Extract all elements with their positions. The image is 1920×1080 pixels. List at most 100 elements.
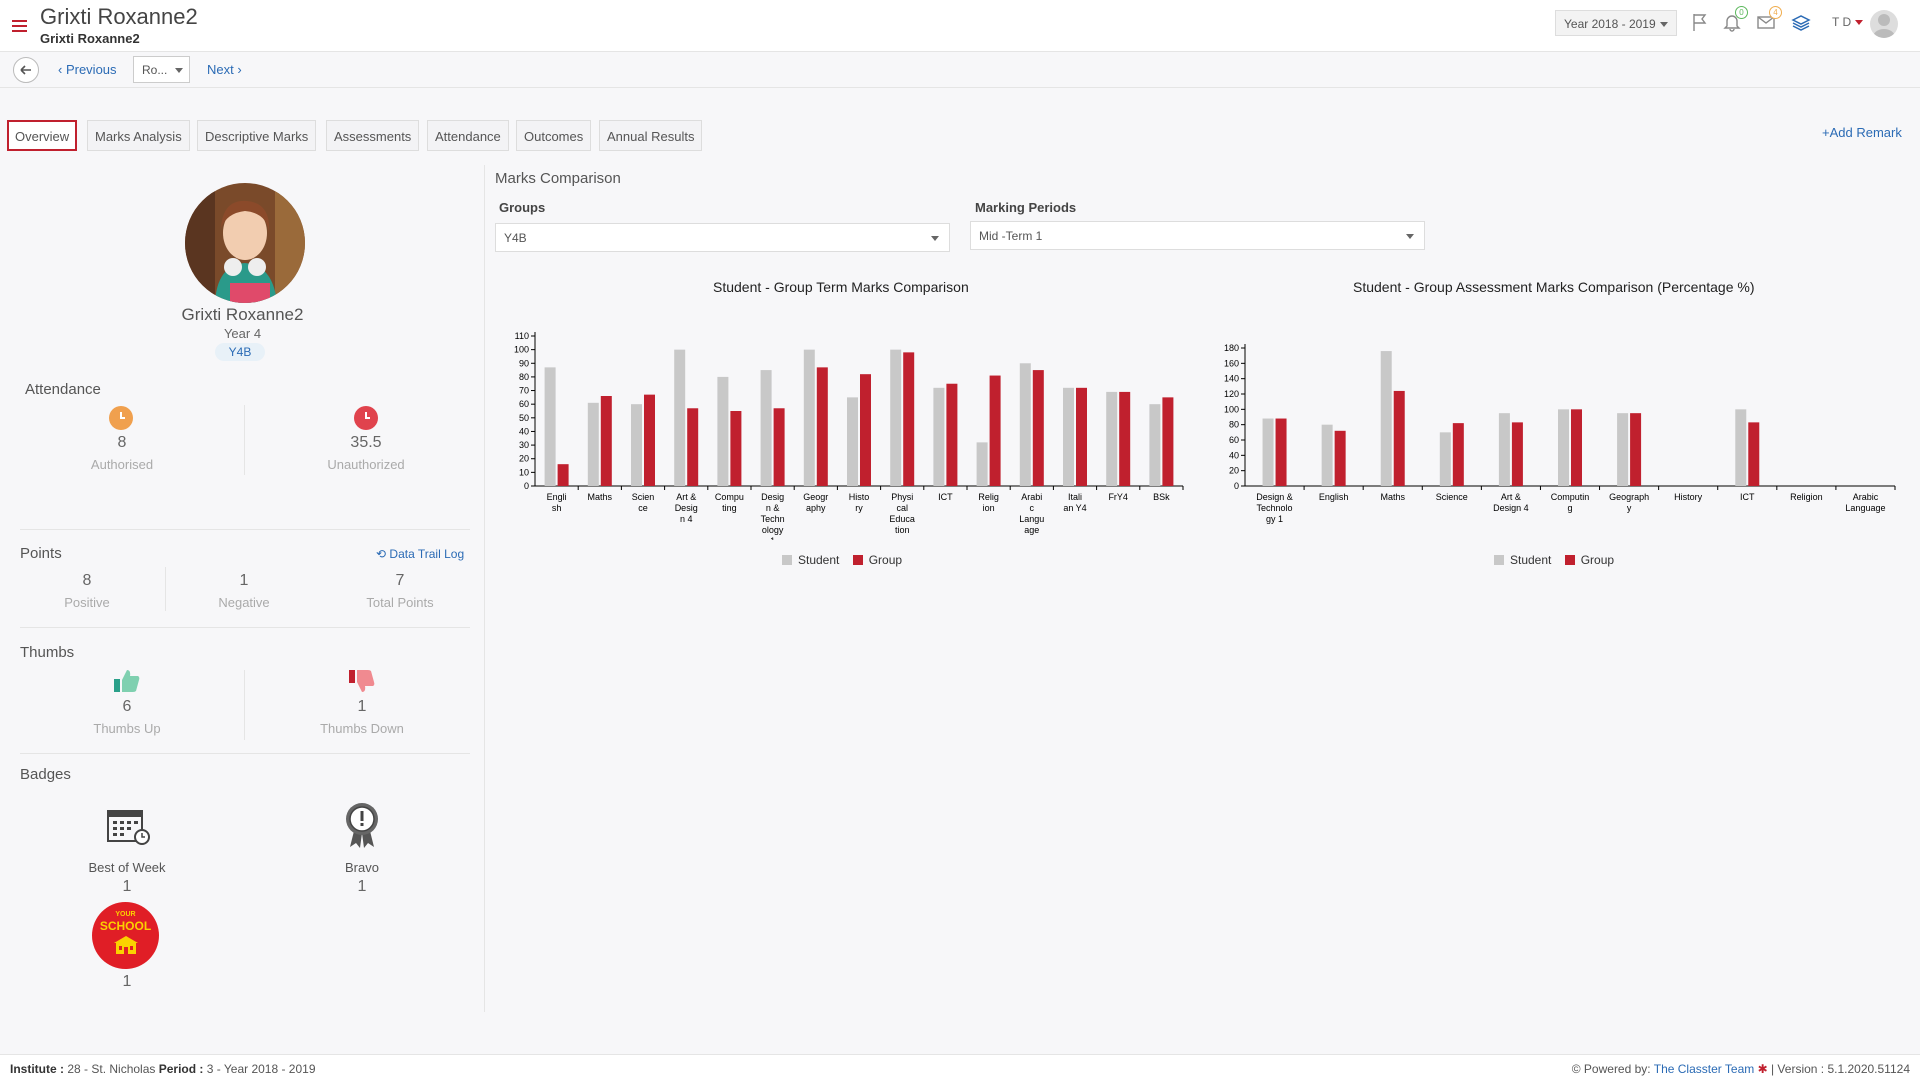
bar-group [1119, 391, 1131, 486]
hamburger-menu-icon[interactable] [12, 20, 27, 32]
x-tick-label-line: age [1024, 525, 1039, 535]
x-tick-label-line: 1 [770, 536, 775, 540]
badge-label: Best of Week [88, 860, 166, 875]
x-tick-label-line: an Y4 [1063, 503, 1086, 513]
x-tick-label-line: ce [638, 503, 648, 513]
version-label: | Version : 5.1.2020.51124 [1770, 1062, 1910, 1076]
x-tick-label-line: ting [722, 503, 737, 513]
x-tick-label-line: Language [1845, 503, 1885, 513]
tab-marks-analysis[interactable]: Marks Analysis [87, 120, 190, 151]
x-tick-label-line: ICT [1740, 492, 1755, 502]
bar-group [1630, 413, 1642, 486]
badge-count: 1 [357, 878, 367, 895]
mail-icon[interactable]: 4 [1756, 6, 1782, 34]
x-tick-label-line: Maths [588, 492, 613, 502]
x-tick-label: Design & Technolo gy 1 [1256, 492, 1293, 524]
x-tick-label-line: Relig [978, 492, 999, 502]
legend-swatch-student [1494, 555, 1504, 565]
x-tick-label-line: Arabi [1021, 492, 1042, 502]
x-tick-label-line: Science [1436, 492, 1468, 502]
bar-student [976, 442, 988, 486]
classter-team-link[interactable]: The Classter Team [1653, 1062, 1755, 1076]
negative-value: 1 [239, 572, 249, 589]
x-tick-label: English [1319, 492, 1349, 502]
student-navigation-bar: ‹ Previous Ro... Next › [0, 52, 1920, 88]
divider [244, 405, 245, 475]
x-tick-label-line: aphy [806, 503, 826, 513]
student-select[interactable]: Ro... [133, 56, 190, 83]
tab-annual-results[interactable]: Annual Results [599, 120, 703, 151]
year-select[interactable]: Year 2018 - 2019 [1555, 10, 1677, 36]
tab-descriptive-marks[interactable]: Descriptive Marks [197, 120, 317, 151]
user-initials[interactable]: T D [1832, 15, 1852, 29]
tab-overview[interactable]: Overview [7, 120, 78, 151]
flag-icon[interactable] [1690, 12, 1712, 34]
previous-student-link[interactable]: ‹ Previous [58, 62, 117, 77]
bar-group [946, 383, 958, 486]
layers-icon[interactable] [1791, 12, 1813, 34]
marking-periods-label: Marking Periods [975, 200, 1077, 215]
x-tick-label-line: ICT [938, 492, 953, 502]
next-student-link[interactable]: Next › [207, 62, 242, 77]
x-tick-label-line: gy 1 [1266, 514, 1283, 524]
groups-select[interactable]: Y4B [495, 223, 950, 252]
student-group-badge: Y4B [215, 343, 265, 361]
y-tick-label: 120 [1224, 389, 1239, 399]
bar-group [1393, 390, 1405, 486]
assessment-chart-legend: Student Group [1494, 553, 1614, 567]
x-tick-label-line: cal [896, 503, 908, 513]
thumbs-title: Thumbs [20, 644, 75, 661]
total-points-value: 7 [395, 572, 405, 589]
history-icon: ⟲ [376, 547, 387, 561]
user-menu-caret-icon[interactable] [1855, 20, 1863, 25]
y-tick-label: 0 [1234, 481, 1239, 491]
bar-student [1558, 409, 1569, 486]
y-tick-label: 140 [1224, 374, 1239, 384]
bar-group [903, 352, 915, 486]
back-button[interactable] [13, 57, 39, 83]
user-avatar[interactable] [1870, 10, 1898, 38]
badge-count: 1 [122, 878, 132, 895]
x-tick-label: FrY4 [1108, 492, 1128, 502]
next-label: Next [207, 62, 234, 77]
bar-student [1106, 391, 1118, 486]
data-trail-log-link[interactable]: ⟲ Data Trail Log [376, 547, 464, 561]
x-tick-label: Maths [588, 492, 613, 502]
award-badge-icon [342, 801, 382, 854]
message-count-badge: 4 [1769, 6, 1782, 19]
y-tick-label: 40 [1229, 450, 1239, 460]
bar-student [1380, 351, 1392, 486]
bar-student [544, 367, 556, 486]
x-tick-label: Maths [1380, 492, 1405, 502]
y-tick-label: 100 [514, 345, 529, 355]
x-tick-label-line: Technolo [1257, 503, 1293, 513]
add-remark-link[interactable]: +Add Remark [1822, 125, 1902, 140]
x-tick-label-line: Religion [1790, 492, 1823, 502]
divider [20, 753, 470, 754]
y-tick-label: 100 [1224, 404, 1239, 414]
bell-icon[interactable]: 0 [1722, 6, 1748, 34]
badges-title: Badges [20, 766, 71, 783]
x-tick-label-line: Compu [715, 492, 744, 502]
x-tick-label-line: English [1319, 492, 1349, 502]
student-overview-panel: Grixti Roxanne2 Year 4 Y4B Attendance 8 … [0, 165, 485, 1012]
institute-label: Institute : [10, 1062, 64, 1076]
bar-group [1334, 430, 1346, 486]
alarm-clock-icon [354, 406, 378, 430]
tab-outcomes[interactable]: Outcomes [516, 120, 592, 151]
tab-attendance[interactable]: Attendance [427, 120, 509, 151]
assessment-marks-bar-chart: 0 20 40 60 80 100 120 140 160 180 Design & Technolo… [1224, 343, 1896, 524]
bar-group [1275, 418, 1287, 486]
footer-powered-by: © Powered by: The Classter Team ✱ | Vers… [1572, 1062, 1910, 1076]
divider [244, 670, 245, 740]
page-title: Grixti Roxanne2 [40, 4, 198, 29]
marking-periods-select[interactable]: Mid -Term 1 [970, 221, 1425, 250]
tab-assessments[interactable]: Assessments [326, 120, 420, 151]
y-tick-label: 30 [519, 440, 529, 450]
x-tick-label: ICT [1740, 492, 1755, 502]
x-tick-label-line: History [1674, 492, 1703, 502]
